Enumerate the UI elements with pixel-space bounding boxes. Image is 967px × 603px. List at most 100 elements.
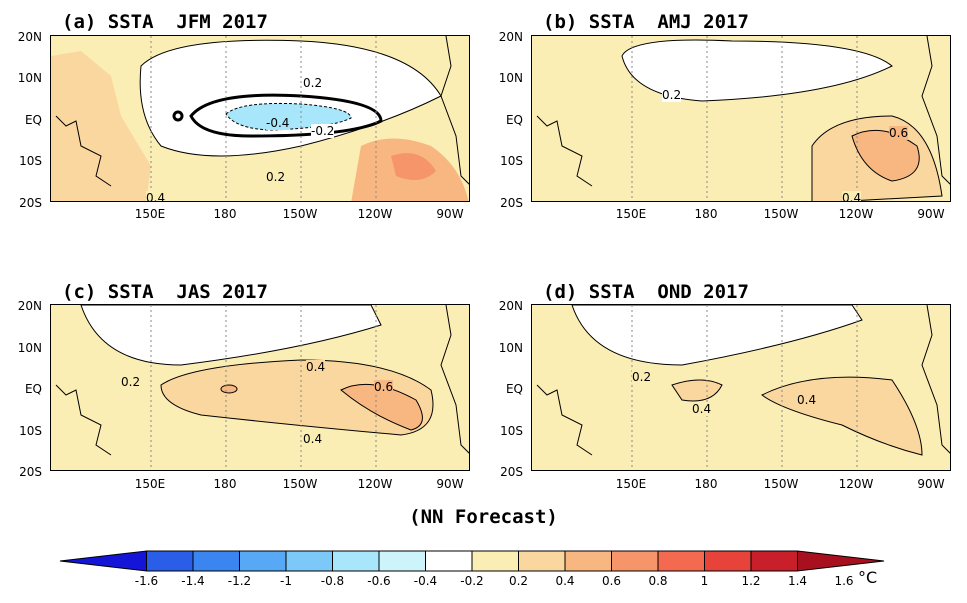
colorbar-cell xyxy=(611,550,659,572)
colorbar-cell xyxy=(425,550,473,572)
panel-a-contour-label-3: -0.2 xyxy=(311,124,335,138)
lon-label-90w-c: 90W xyxy=(436,477,464,491)
lon-label-150e-a: 150E xyxy=(134,207,166,221)
colorbar-tick-label: -1.4 xyxy=(181,574,205,588)
colorbar-cell xyxy=(332,550,380,572)
lon-label-90w-b: 90W xyxy=(917,207,945,221)
colorbar-tick-label: 1.6 xyxy=(834,574,854,588)
colorbar-tick-label: 0.4 xyxy=(555,574,575,588)
lon-label-180-d: 180 xyxy=(694,477,718,491)
lat-label-20s-b: 20S xyxy=(500,196,523,210)
lat-label-20s-a: 20S xyxy=(19,196,42,210)
panel-a-contour-label-1: 0.2 xyxy=(303,76,323,90)
lon-label-150e-c: 150E xyxy=(134,477,166,491)
colorbar-tick-label: -1.2 xyxy=(227,574,252,588)
panel-a-contours xyxy=(51,36,469,201)
colorbar xyxy=(59,550,885,572)
panel-d-contours xyxy=(532,305,950,470)
panel-d-contour-label-1: 0.2 xyxy=(632,370,652,384)
colorbar-tick-label: -0.4 xyxy=(413,574,438,588)
colorbar-cell xyxy=(146,550,194,572)
lat-label-10n-b: 10N xyxy=(498,71,523,85)
colorbar-cell xyxy=(564,550,612,572)
lon-label-150e-b: 150E xyxy=(615,207,647,221)
colorbar-tick-label: 1.2 xyxy=(741,574,761,588)
lon-label-180-a: 180 xyxy=(213,207,237,221)
panel-b-contour-label-2: 0.6 xyxy=(889,126,909,140)
colorbar-tick-label: 1.4 xyxy=(787,574,808,588)
panel-d-title: (d) SSTA OND 2017 xyxy=(543,281,749,303)
panel-c-map: 0.2 0.4 0.6 0.4 xyxy=(50,304,470,471)
lat-label-10s-c: 10S xyxy=(19,424,42,438)
colorbar-tick-label: -1 xyxy=(280,574,292,588)
colorbar-tick-label: 1 xyxy=(700,574,709,588)
colorbar-cell xyxy=(192,550,240,572)
colorbar-cell xyxy=(704,550,752,572)
panel-b-contour-label-1: 0.2 xyxy=(662,88,682,102)
colorbar-cell xyxy=(378,550,426,572)
lat-label-20n-b: 20N xyxy=(498,30,523,44)
colorbar-cell xyxy=(239,550,287,572)
lon-label-150w-a: 150W xyxy=(282,207,318,221)
colorbar-cell xyxy=(285,550,333,572)
panel-a-contour-label-2: -0.4 xyxy=(266,116,290,130)
panel-d-contour-label-2: 0.4 xyxy=(692,402,712,416)
lat-label-10s-d: 10S xyxy=(500,424,523,438)
lat-label-10s-a: 10S xyxy=(19,154,42,168)
colorbar-tick-label: -1.6 xyxy=(134,574,159,588)
lon-label-150w-d: 150W xyxy=(763,477,799,491)
lon-label-180-c: 180 xyxy=(213,477,237,491)
panel-b-contour-label-3: 0.4 xyxy=(842,191,862,201)
lat-label-20s-d: 20S xyxy=(500,465,523,479)
panel-a-contour-label-4: 0.2 xyxy=(266,170,286,184)
colorbar-tick-label: 0.8 xyxy=(648,574,668,588)
colorbar-cell xyxy=(471,550,519,572)
colorbar-tick-label: -0.2 xyxy=(460,574,484,588)
lon-label-150w-c: 150W xyxy=(282,477,318,491)
colorbar-tick-label: 0.6 xyxy=(601,574,622,588)
lon-label-150e-d: 150E xyxy=(615,477,647,491)
lon-label-90w-d: 90W xyxy=(917,477,945,491)
panel-c-contours xyxy=(51,305,469,470)
panel-c-contour-label-4: 0.4 xyxy=(303,432,323,446)
lon-label-120w-a: 120W xyxy=(357,207,393,221)
panel-b-map: 0.2 0.6 0.4 xyxy=(531,35,951,202)
lat-label-20s-c: 20S xyxy=(19,465,42,479)
panel-a-title: (a) SSTA JFM 2017 xyxy=(62,11,268,33)
colorbar-tick-label: -0.8 xyxy=(320,574,345,588)
lat-label-10n-d: 10N xyxy=(498,341,523,355)
lon-label-120w-b: 120W xyxy=(838,207,874,221)
lat-label-20n-d: 20N xyxy=(498,299,523,313)
lat-label-10s-b: 10S xyxy=(500,154,523,168)
panel-b-contours xyxy=(532,36,950,201)
lat-label-eq-d: EQ xyxy=(505,382,523,396)
lat-label-eq-b: EQ xyxy=(505,113,523,127)
lat-label-eq-c: EQ xyxy=(24,382,42,396)
unit-label: °C xyxy=(858,568,878,587)
colorbar-cell xyxy=(518,550,566,572)
lon-label-120w-c: 120W xyxy=(357,477,393,491)
panel-c-contour-label-2: 0.4 xyxy=(306,360,326,374)
lat-label-10n-c: 10N xyxy=(17,341,42,355)
colorbar-tick-label: 0.2 xyxy=(508,574,529,588)
panel-c-contour-label-3: 0.6 xyxy=(374,380,394,394)
panel-c-contour-label-1: 0.2 xyxy=(121,375,141,389)
colorbar-cell xyxy=(657,550,705,572)
panel-a-map: 0.2 -0.4 -0.2 0.2 0.4 xyxy=(50,35,470,202)
colorbar-cell xyxy=(750,550,798,572)
lat-label-eq-a: EQ xyxy=(24,113,42,127)
lon-label-180-b: 180 xyxy=(694,207,718,221)
lat-label-20n-c: 20N xyxy=(17,299,42,313)
lon-label-90w-a: 90W xyxy=(436,207,464,221)
colorbar-cell xyxy=(797,550,885,572)
forecast-label: (NN Forecast) xyxy=(409,506,558,528)
panel-b-title: (b) SSTA AMJ 2017 xyxy=(543,11,749,33)
panel-a-contour-label-5: 0.4 xyxy=(146,191,166,201)
panel-d-contour-label-3: 0.4 xyxy=(797,393,817,407)
lon-label-150w-b: 150W xyxy=(763,207,799,221)
colorbar-cell xyxy=(59,550,147,572)
lat-label-10n-a: 10N xyxy=(17,71,42,85)
lon-label-120w-d: 120W xyxy=(838,477,874,491)
panel-c-title: (c) SSTA JAS 2017 xyxy=(62,281,268,303)
panel-d-map: 0.2 0.4 0.4 xyxy=(531,304,951,471)
